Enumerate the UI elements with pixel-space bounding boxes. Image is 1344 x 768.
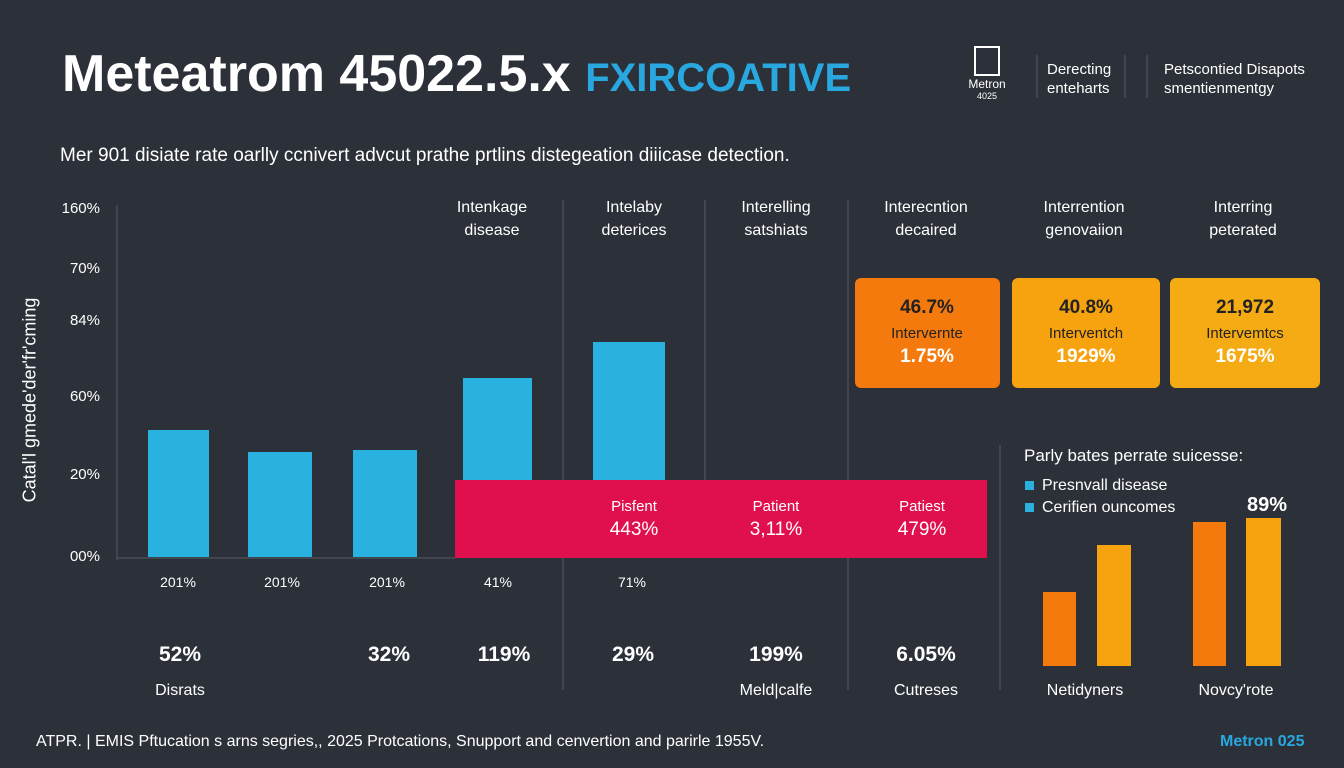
dividers: [116, 55, 1148, 690]
column-header: satshiats: [744, 222, 808, 239]
stat-label: Meld|calfe: [739, 682, 813, 699]
banner-label: Patient: [752, 498, 800, 515]
banner-value: 3,11%: [749, 519, 803, 540]
stat-label: Novcy'rote: [1198, 682, 1274, 699]
x-tick-label: 41%: [483, 574, 513, 590]
y-tick-label: 20%: [69, 466, 100, 483]
card: [1012, 278, 1160, 388]
legend-entry: Cerifien ouncomes: [1042, 499, 1176, 516]
stat-value: 6.05%: [896, 643, 956, 666]
y-tick-label: 160%: [61, 200, 100, 217]
column-header: Intelaby: [605, 199, 663, 216]
stat-value: 119%: [477, 643, 531, 666]
y-tick-label: 60%: [69, 388, 100, 405]
nav-text: enteharts: [1047, 80, 1110, 97]
column-header: Interelling: [741, 199, 811, 216]
y-tick-label: 84%: [69, 312, 100, 329]
card: [855, 278, 1000, 388]
bar: [1193, 522, 1226, 666]
card-value: 1.75%: [900, 346, 954, 367]
panel-title: Parly bates perrate suicesse:: [1024, 446, 1244, 465]
footer-brand: Metron 025: [1220, 733, 1305, 750]
x-tick-label: 71%: [617, 574, 647, 590]
card-label: Intervernte: [891, 325, 963, 342]
highlight-value: 89%: [1246, 494, 1288, 516]
card: [1170, 278, 1320, 388]
axis-label: Catal'l gmede'der'fr'cming: [19, 297, 40, 503]
banner-value: 443%: [609, 519, 659, 540]
x-tick-label: 201%: [264, 574, 300, 590]
logo-icon: [974, 46, 1000, 76]
card-value: 46.7%: [900, 297, 954, 318]
column-header: decaired: [895, 222, 957, 239]
column-header: deterices: [601, 222, 667, 239]
stat-value: 52%: [158, 643, 202, 666]
column-header: genovaiion: [1045, 222, 1123, 239]
x-tick-label: 201%: [160, 574, 196, 590]
legend-swatch: [1025, 503, 1034, 512]
stat-value: 32%: [367, 643, 411, 666]
card-label: Interventch: [1048, 325, 1124, 342]
column-header: disease: [464, 222, 520, 239]
footer-text: ATPR. | EMIS Pftucation s arns segries,,…: [36, 733, 765, 750]
bar: [1043, 592, 1076, 666]
stat-label: Cutreses: [893, 682, 959, 699]
stat-label: Netidyners: [1046, 682, 1124, 699]
banner-value: 479%: [897, 519, 947, 540]
column-header: Interrention: [1043, 199, 1125, 216]
banner-label: Pisfent: [611, 498, 657, 515]
title-accent: FXIRCOATIVE: [585, 56, 852, 100]
banner: [455, 480, 987, 558]
logo: Metron 4025: [968, 78, 1005, 102]
nav-text: Petscontied Disapots: [1164, 61, 1305, 78]
stat-label: Disrats: [155, 682, 205, 699]
nav-text: smentienmentgy: [1164, 80, 1275, 97]
nav-item[interactable]: Derecting enteharts: [1047, 60, 1111, 98]
card-value: 1929%: [1056, 346, 1116, 367]
x-tick-label: 201%: [369, 574, 405, 590]
title-main: Meteatrom 45022.5.x: [62, 45, 571, 103]
card-value: 1675%: [1215, 346, 1275, 367]
stat-value: 199%: [749, 643, 803, 666]
card-label: Intervemtcs: [1206, 325, 1284, 342]
column-header: Intenkage: [456, 199, 528, 216]
column-header: peterated: [1209, 222, 1277, 239]
stat-value: 29%: [611, 643, 655, 666]
y-tick-label: 70%: [69, 260, 100, 277]
banner-label: Patiest: [899, 498, 945, 515]
title: Meteatrom 45022.5.x FXIRCOATIVE: [62, 44, 851, 104]
column-header: Interring: [1213, 199, 1273, 216]
column-header: Interecntion: [884, 199, 968, 216]
card-value: 40.8%: [1059, 297, 1113, 318]
card-value: 21,972: [1215, 297, 1275, 318]
logo-text: 4025: [976, 91, 998, 101]
logo-text: Metron: [968, 77, 1006, 91]
nav-item[interactable]: Petscontied Disapots smentienmentgy: [1164, 60, 1305, 98]
subtitle: Mer 901 disiate rate oarlly ccnivert adv…: [60, 145, 790, 166]
bar: [1246, 518, 1281, 666]
legend-entry: Presnvall disease: [1042, 477, 1168, 494]
nav-text: Derecting: [1047, 61, 1112, 78]
bar: [1097, 545, 1131, 666]
y-tick-label: 00%: [69, 548, 100, 565]
legend-swatch: [1025, 481, 1034, 490]
